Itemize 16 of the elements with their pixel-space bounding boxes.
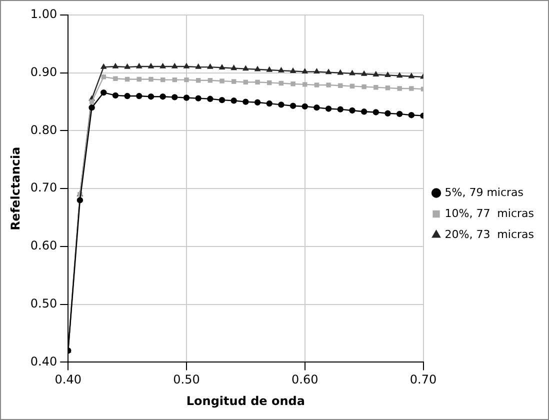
y-tick-label: 0.40 — [30, 354, 58, 368]
x-tick-label: 0.60 — [292, 372, 318, 387]
y-tick-label: 1.00 — [30, 7, 58, 22]
legend-label: 10%, 77 micras — [444, 206, 534, 220]
x-axis-title: Longitud de onda — [186, 394, 305, 408]
x-tick-label: 0.40 — [54, 372, 82, 387]
y-tick-label: 0.70 — [30, 180, 58, 195]
x-tick-label: 0.50 — [173, 372, 200, 387]
y-tick-label: 0.60 — [30, 238, 58, 253]
x-tick-label: 0.70 — [410, 372, 437, 387]
legend-label: 5%, 79 micras — [444, 186, 524, 199]
y-tick-label: 0.80 — [30, 122, 58, 137]
legend-label: 20%, 73 micras — [444, 228, 534, 241]
y-tick-label: 0.90 — [30, 64, 58, 79]
y-axis-title: Refelctancia — [8, 146, 22, 230]
y-tick-label: 0.50 — [30, 296, 58, 310]
